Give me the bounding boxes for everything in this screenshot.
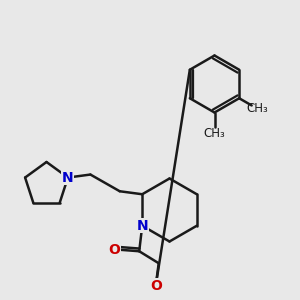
Text: O: O [150, 279, 162, 293]
Text: N: N [62, 170, 74, 184]
Text: O: O [108, 243, 120, 257]
Text: CH₃: CH₃ [247, 102, 268, 115]
Text: N: N [136, 219, 148, 233]
Text: CH₃: CH₃ [204, 127, 225, 140]
